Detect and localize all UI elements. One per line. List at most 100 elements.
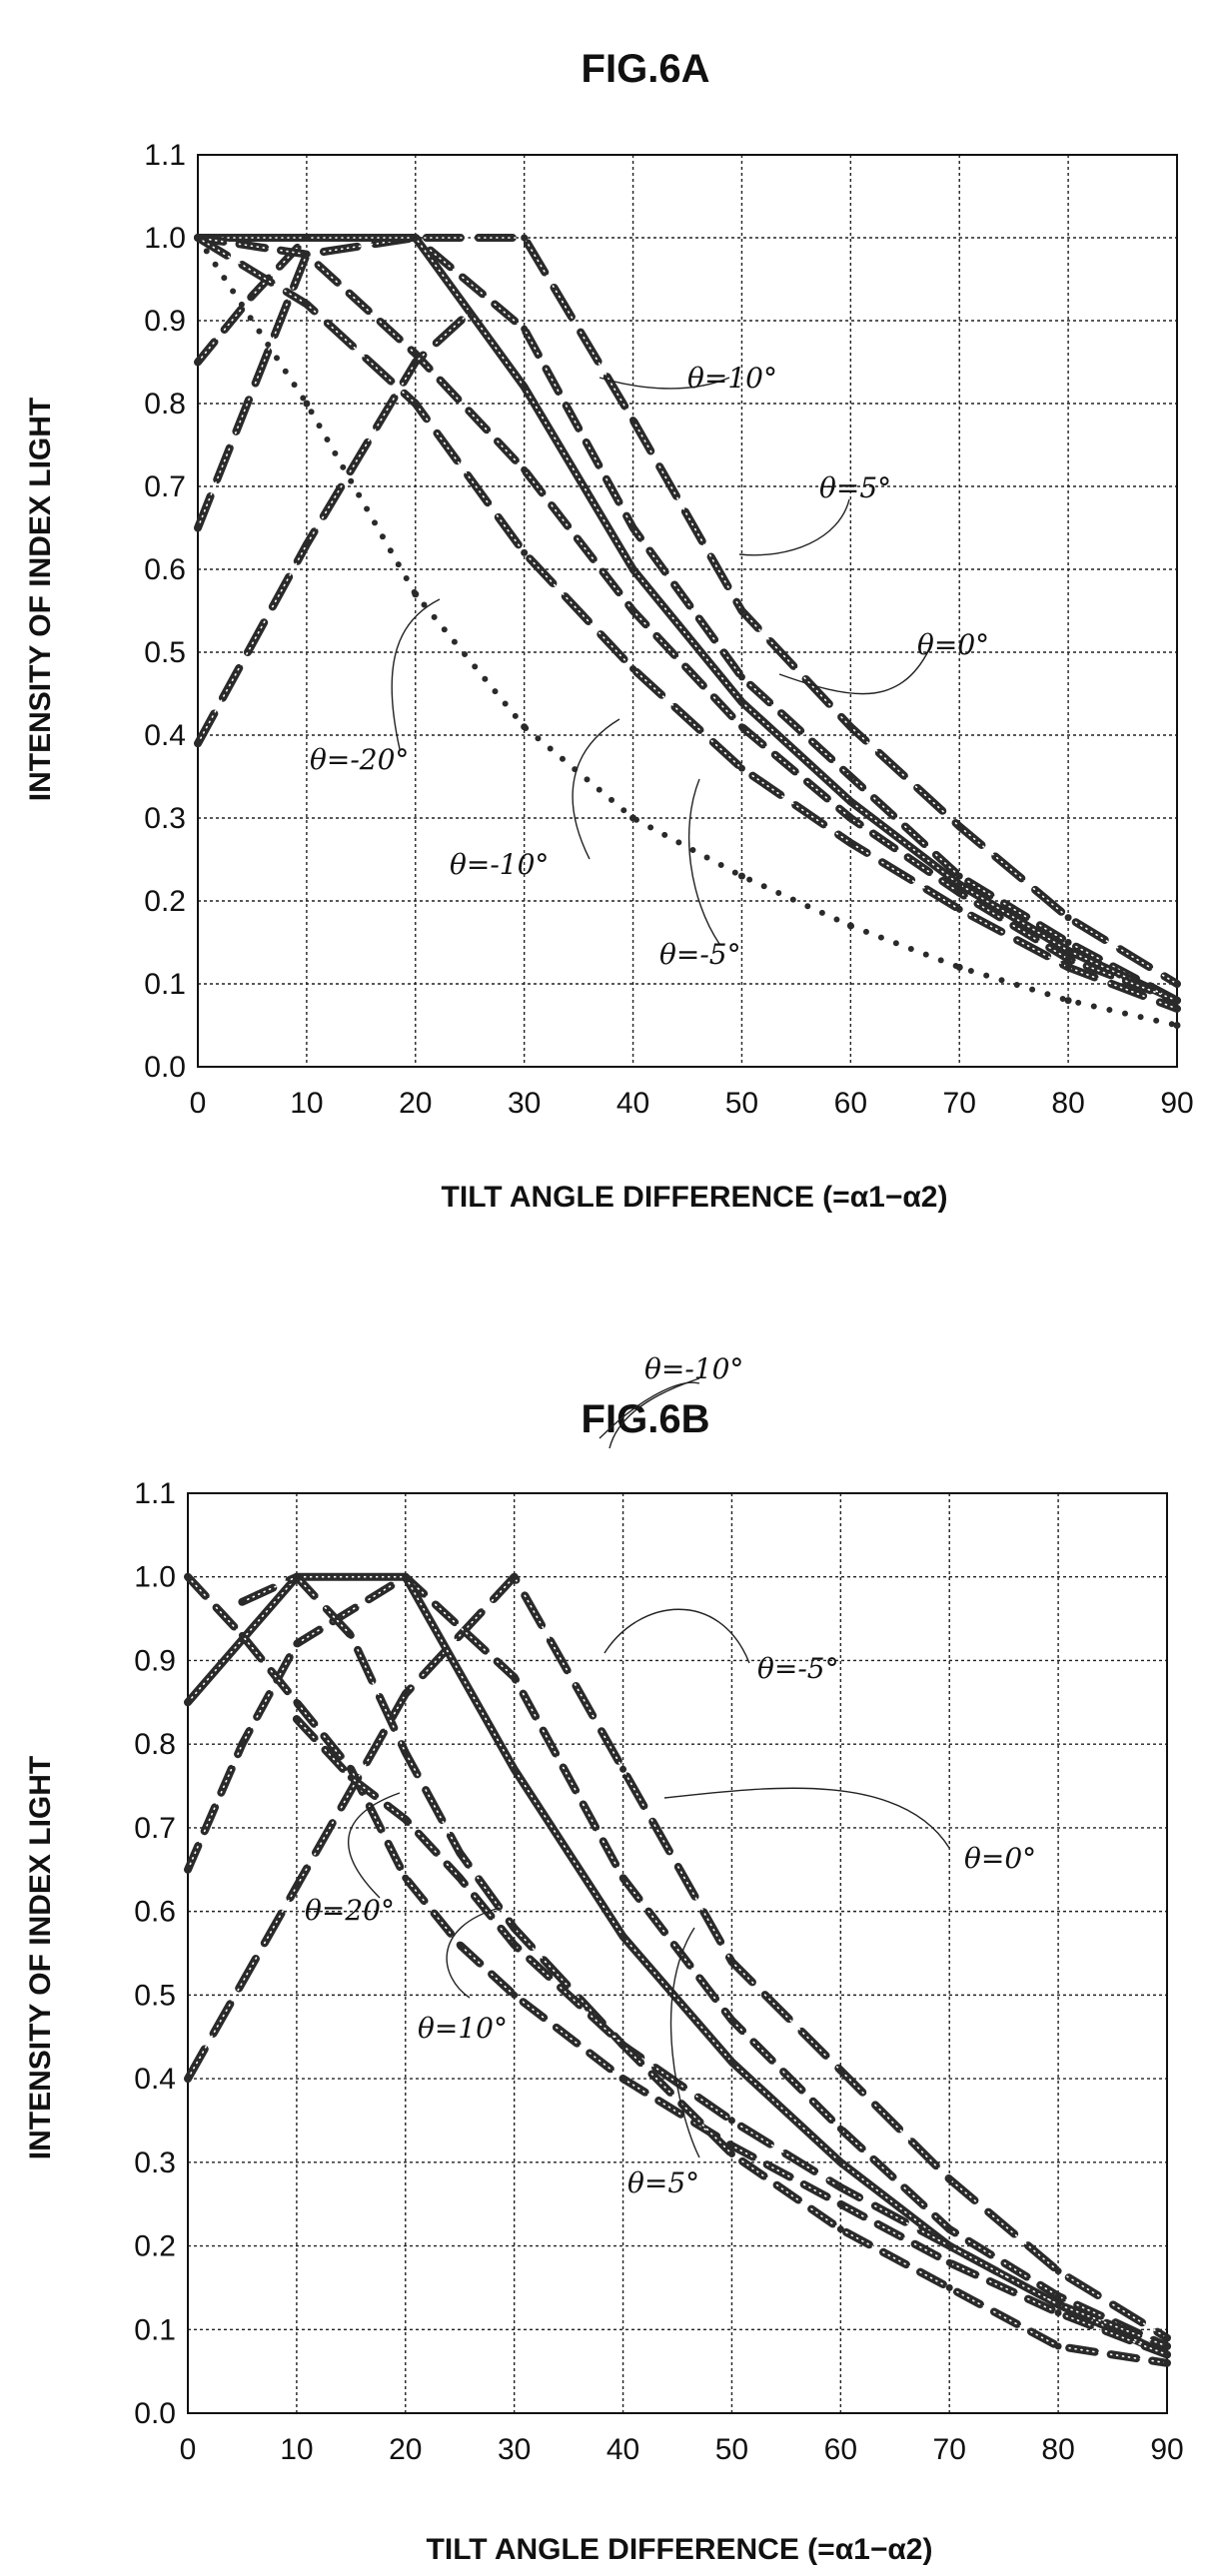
data-point [836, 2125, 844, 2133]
data-point [737, 764, 745, 772]
data-point [737, 698, 745, 706]
y-tick-label: 0.1 [144, 968, 186, 1001]
data-point [238, 1598, 246, 1606]
data-point [1163, 2342, 1171, 2350]
data-point [629, 665, 637, 673]
data-point [846, 797, 854, 805]
data-point [511, 1924, 519, 1932]
annotation-theta-20: θ=20° [305, 1894, 395, 1927]
y-tick-label: 0.3 [134, 2147, 176, 2179]
series-line [184, 1572, 1171, 2350]
data-point [293, 1640, 301, 1648]
leader-line [778, 648, 930, 695]
data-point [955, 880, 963, 888]
fig-6a-x-axis-title: TILT ANGLE DIFFERENCE (=α1−α2) [442, 1181, 948, 1214]
data-point [619, 1933, 627, 1941]
y-tick-label: 0.4 [144, 719, 186, 752]
fig-6b-title: FIG.6B [582, 1397, 710, 1441]
data-point [1173, 1022, 1181, 1029]
annotation-theta-10: θ=10° [687, 362, 777, 395]
data-point [456, 1941, 464, 1949]
data-point [293, 1883, 301, 1891]
x-tick-label: 60 [824, 2433, 857, 2466]
data-point [402, 1573, 410, 1581]
fig-6b-plot-area: 0 10 20 30 40 50 60 70 80 90 0.0 0.1 0.2 0.3 0.4 0.5 0.6… [134, 1477, 1183, 2466]
x-tick-label: 90 [1160, 1087, 1193, 1120]
data-point [955, 905, 963, 913]
y-tick-label: 0.2 [144, 885, 186, 918]
annotation-theta-5: θ=5° [819, 471, 891, 504]
series-line [238, 1572, 1171, 2350]
data-point [1054, 2300, 1062, 2308]
data-point [846, 814, 854, 822]
x-tick-label: 70 [943, 1087, 976, 1120]
data-point [945, 2242, 953, 2250]
x-tick-label: 10 [280, 2433, 313, 2466]
data-point [955, 872, 963, 880]
y-tick-label: 0.6 [134, 1896, 176, 1929]
data-point [456, 1849, 464, 1857]
x-tick-label: 40 [616, 1087, 649, 1120]
data-point [727, 2016, 735, 2024]
fig-6a-y-axis-title: INTENSITY OF INDEX LIGHT [24, 398, 57, 801]
data-point [238, 1631, 246, 1639]
annotation-theta-5: θ=5° [627, 2166, 699, 2199]
data-point [194, 524, 202, 531]
data-point [619, 2042, 627, 2050]
x-tick-label: 20 [389, 2433, 422, 2466]
y-tick-label: 0.7 [144, 470, 186, 503]
data-point [511, 1941, 519, 1949]
plot-frame [197, 154, 1178, 1068]
y-tick-label: 0.6 [144, 553, 186, 586]
data-point [727, 2117, 735, 2125]
series-line [184, 1572, 1171, 2342]
annotation-theta-0: θ=0° [964, 1842, 1036, 1875]
y-tick-label: 0.0 [134, 2397, 176, 2430]
data-point [347, 1631, 355, 1639]
leader-line [599, 377, 730, 390]
data-point [727, 1958, 735, 1966]
x-tick-label: 0 [190, 1087, 207, 1120]
data-point [347, 1765, 355, 1773]
data-point [303, 234, 311, 242]
data-point [836, 2067, 844, 2075]
data-point [1163, 2334, 1171, 2342]
data-point [194, 234, 202, 242]
data-point [1173, 1005, 1181, 1013]
data-point [1064, 997, 1072, 1005]
fig-6b-annotations: θ=-10° θ=-5° θ=0° θ=20° θ=10° θ=5° [305, 1352, 1036, 2199]
series-texture [187, 1575, 1168, 2356]
x-tick-label: 20 [399, 1087, 432, 1120]
data-point [456, 1874, 464, 1882]
x-tick-label: 30 [508, 1087, 541, 1120]
y-tick-label: 0.8 [144, 388, 186, 421]
x-tick-label: 0 [180, 2433, 197, 2466]
data-point [836, 2225, 844, 2233]
x-tick-label: 40 [606, 2433, 639, 2466]
data-point [293, 1573, 301, 1581]
data-point [511, 1573, 519, 1581]
y-tick-label: 0.9 [144, 305, 186, 338]
y-tick-label: 0.1 [134, 2313, 176, 2346]
y-tick-label: 1.1 [144, 139, 186, 172]
annotation-theta-0: θ=0° [917, 628, 989, 661]
data-point [303, 300, 311, 308]
data-point [184, 1866, 192, 1874]
x-tick-label: 90 [1150, 2433, 1183, 2466]
data-point [511, 1673, 519, 1681]
y-tick-label: 0.0 [144, 1051, 186, 1084]
x-tick-label: 80 [1051, 1087, 1084, 1120]
data-point [619, 1765, 627, 1773]
data-point [955, 963, 963, 971]
x-tick-label: 60 [834, 1087, 867, 1120]
data-point [1054, 2267, 1062, 2275]
data-point [846, 773, 854, 780]
data-point [1173, 980, 1181, 988]
y-tick-label: 0.8 [134, 1728, 176, 1761]
x-tick-label: 70 [933, 2433, 966, 2466]
fig-6b-y-axis-title: INTENSITY OF INDEX LIGHT [24, 1756, 57, 2159]
data-point [1064, 914, 1072, 922]
leader-line [687, 778, 720, 945]
y-tick-label: 0.5 [144, 636, 186, 669]
data-point [737, 723, 745, 731]
